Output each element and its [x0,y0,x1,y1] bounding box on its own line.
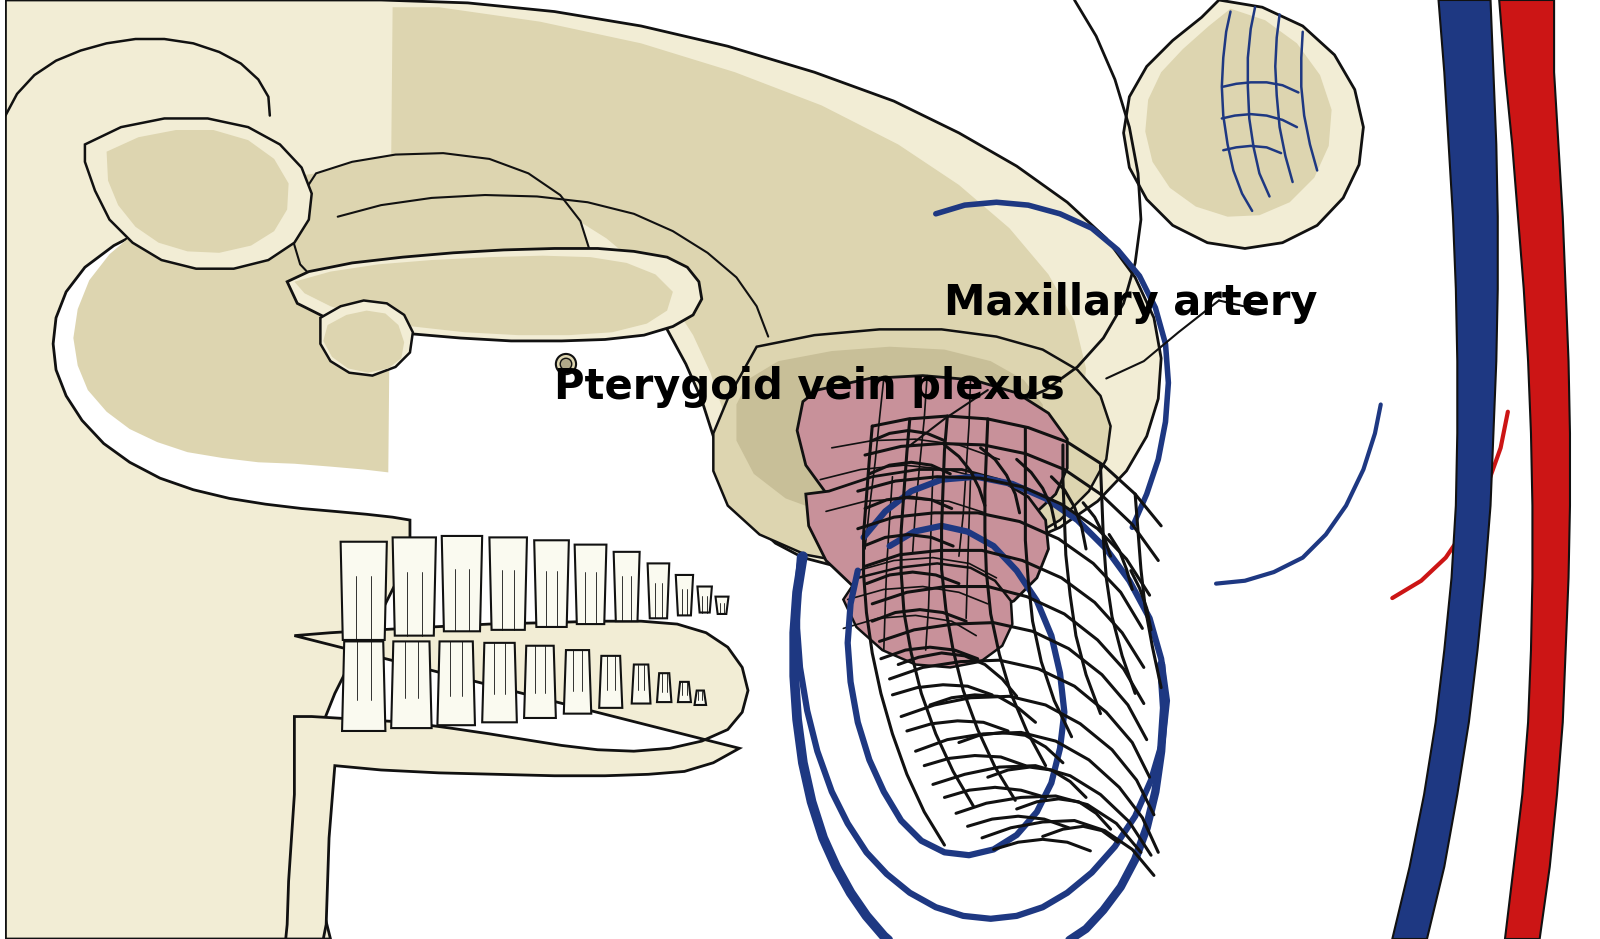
Circle shape [560,359,571,370]
Polygon shape [525,646,555,718]
Polygon shape [74,8,1086,546]
Polygon shape [442,536,482,631]
Polygon shape [843,563,1013,668]
Polygon shape [482,643,517,722]
Polygon shape [736,346,1045,520]
Polygon shape [614,552,640,622]
Text: Maxillary artery: Maxillary artery [944,283,1318,324]
Polygon shape [658,673,672,702]
Polygon shape [574,545,606,624]
Polygon shape [107,130,288,253]
Polygon shape [490,537,526,630]
Polygon shape [563,650,592,714]
Polygon shape [1392,0,1498,939]
Polygon shape [1123,0,1363,249]
Polygon shape [648,563,669,618]
Polygon shape [534,540,570,627]
Polygon shape [5,0,1162,939]
Polygon shape [1146,8,1331,217]
Polygon shape [797,376,1067,539]
Polygon shape [598,655,622,708]
Polygon shape [294,255,674,335]
Polygon shape [342,641,386,731]
Polygon shape [323,311,405,373]
Polygon shape [698,587,712,612]
Text: Pterygoid vein plexus: Pterygoid vein plexus [555,366,1066,408]
Polygon shape [715,596,728,614]
Polygon shape [341,542,387,640]
Polygon shape [286,622,747,939]
Polygon shape [390,641,432,728]
Polygon shape [806,470,1048,618]
Polygon shape [678,682,691,702]
Polygon shape [392,537,435,636]
Circle shape [555,354,576,374]
Polygon shape [437,641,475,725]
Polygon shape [714,330,1110,566]
Polygon shape [632,665,651,703]
Polygon shape [85,118,312,269]
Polygon shape [1499,0,1570,939]
Polygon shape [286,249,702,341]
Polygon shape [320,300,413,376]
Polygon shape [291,153,589,324]
Polygon shape [694,690,706,705]
Polygon shape [675,575,693,615]
